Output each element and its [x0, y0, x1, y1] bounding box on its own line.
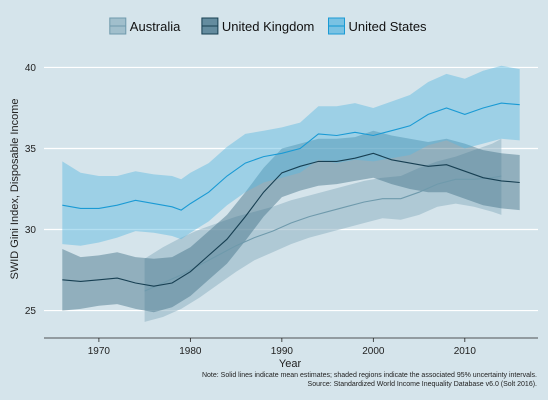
line-australia [144, 175, 502, 292]
legend: Australia United Kingdom United States [109, 17, 428, 35]
legend-label-australia: Australia [130, 19, 181, 34]
x-tick-label: 2000 [362, 346, 385, 357]
note-text: Note: Solid lines indicate mean estimate… [202, 372, 537, 379]
y-tick-label: 25 [25, 306, 37, 317]
x-tick-label: 2010 [454, 346, 477, 357]
x-tick-label: 1990 [271, 346, 294, 357]
x-ticks: 1970 1980 1990 2000 2010 [88, 338, 477, 357]
y-tick-label: 30 [25, 225, 37, 236]
gridlines [44, 66, 538, 312]
legend-label-united-kingdom: United Kingdom [222, 19, 315, 34]
line-united-states [62, 102, 520, 211]
y-tick-label: 35 [25, 144, 37, 155]
uncertainty-bands [62, 65, 520, 322]
y-ticks: 25 30 35 40 [25, 63, 37, 317]
x-axis-title: Year [279, 358, 302, 370]
y-tick-label: 40 [25, 63, 37, 74]
band-united-kingdom [62, 130, 520, 313]
line-united-kingdom [62, 152, 520, 287]
y-axis-title: SWID Gini Index, Disposable Income [9, 99, 21, 280]
x-tick-label: 1970 [88, 346, 111, 357]
band-united-states [62, 65, 520, 246]
x-tick-label: 1980 [179, 346, 202, 357]
mean-lines [62, 102, 520, 292]
legend-label-united-states: United States [349, 19, 428, 34]
source-text: Source: Standardized World Income Inequa… [308, 381, 538, 388]
band-australia [144, 138, 502, 322]
